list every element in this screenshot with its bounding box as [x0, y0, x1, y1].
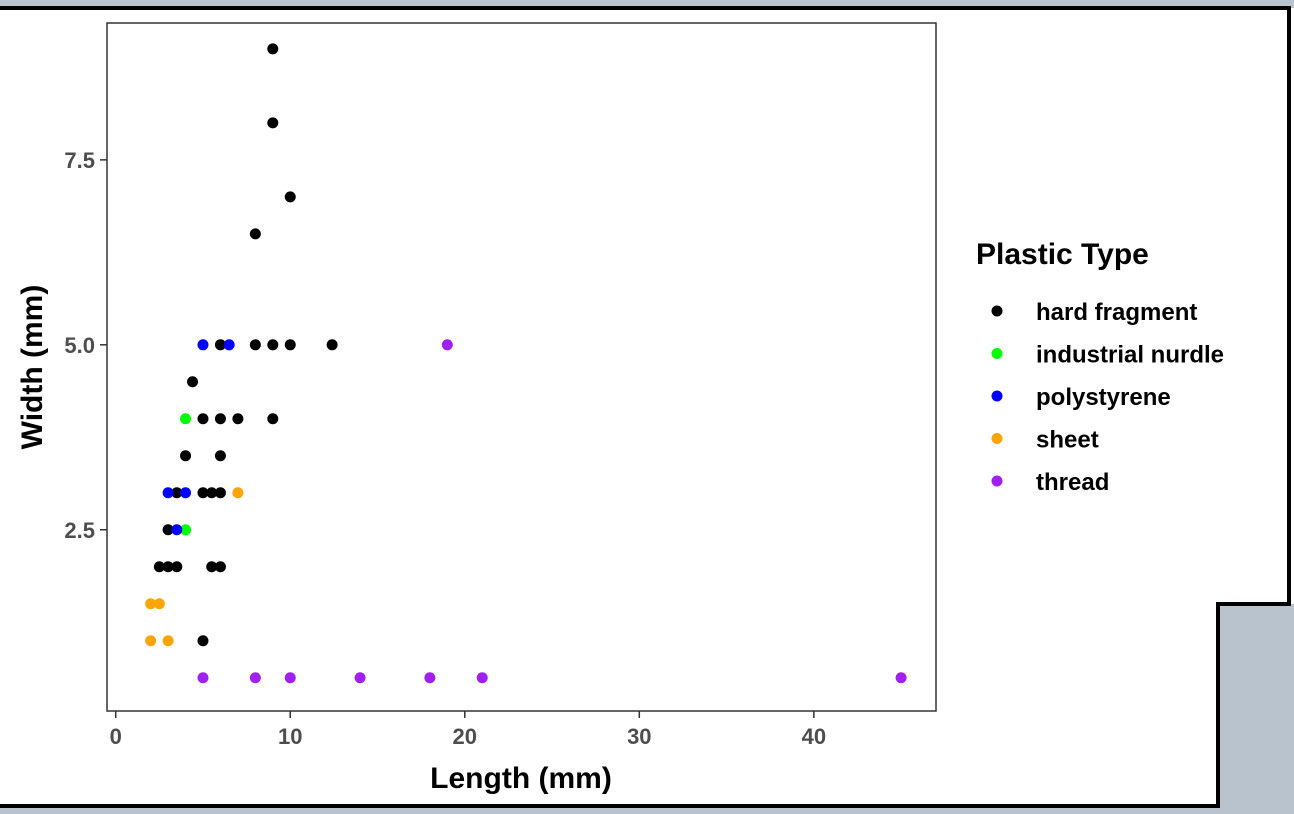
point-polystyrene: [171, 524, 183, 536]
point-hard-fragment: [214, 561, 226, 573]
point-polystyrene: [197, 339, 209, 351]
plot-panel: [106, 22, 937, 712]
point-hard-fragment: [171, 561, 183, 573]
legend-key-thread: [991, 475, 1003, 487]
x-axis-title: Length (mm): [430, 762, 612, 795]
point-hard-fragment: [267, 43, 279, 55]
x-tick-label: 10: [278, 724, 302, 749]
x-tick-label: 30: [627, 724, 651, 749]
point-industrial-nurdle: [180, 524, 192, 536]
point-hard-fragment: [214, 413, 226, 425]
legend: Plastic Type hard fragment industrial nur…: [976, 238, 1224, 496]
point-hard-fragment: [153, 561, 165, 573]
point-hard-fragment: [214, 487, 226, 499]
point-sheet: [162, 635, 174, 647]
y-tick-label: 7.5: [64, 148, 95, 173]
x-tick-label: 20: [453, 724, 477, 749]
point-hard-fragment: [267, 117, 279, 129]
point-sheet: [153, 598, 165, 610]
point-hard-fragment: [162, 524, 174, 536]
legend-key-polystyrene: [991, 390, 1003, 402]
point-thread: [441, 339, 453, 351]
point-thread: [424, 672, 436, 684]
legend-label-sheet: sheet: [1036, 427, 1099, 454]
legend-key-hard-fragment: [991, 305, 1003, 317]
point-industrial-nurdle: [180, 413, 192, 425]
point-hard-fragment: [284, 339, 296, 351]
point-hard-fragment: [214, 450, 226, 462]
point-sheet: [145, 635, 157, 647]
point-thread: [284, 672, 296, 684]
x-tick-label: 0: [110, 724, 122, 749]
legend-label-polystyrene: polystyrene: [1036, 384, 1171, 411]
point-thread: [249, 672, 261, 684]
point-hard-fragment: [197, 635, 209, 647]
point-thread: [354, 672, 366, 684]
canvas-border: [0, 6, 1291, 808]
point-hard-fragment: [284, 191, 296, 203]
point-hard-fragment: [162, 561, 174, 573]
point-hard-fragment: [249, 339, 261, 351]
point-hard-fragment: [267, 339, 279, 351]
point-hard-fragment: [197, 413, 209, 425]
y-tick-label: 2.5: [64, 518, 95, 543]
y-axis-title: Width (mm): [16, 285, 49, 450]
point-thread: [895, 672, 907, 684]
point-hard-fragment: [206, 487, 218, 499]
legend-label-hard-fragment: hard fragment: [1036, 299, 1197, 326]
point-thread: [197, 672, 209, 684]
legend-key-sheet: [991, 433, 1003, 444]
point-hard-fragment: [197, 487, 209, 499]
point-hard-fragment: [232, 413, 244, 425]
legend-key-industrial-nurdle: [991, 348, 1003, 359]
point-hard-fragment: [249, 228, 261, 240]
point-thread: [476, 672, 488, 684]
point-hard-fragment: [171, 487, 183, 499]
y-tick-label: 5.0: [64, 333, 95, 358]
point-polystyrene: [223, 339, 235, 351]
point-hard-fragment: [187, 376, 199, 388]
point-hard-fragment: [180, 450, 192, 462]
y-axis: 2.5 5.0 7.5: [64, 148, 107, 543]
x-axis: 0 10 20 30 40: [110, 711, 826, 749]
point-sheet: [232, 487, 244, 499]
legend-label-industrial-nurdle: industrial nurdle: [1036, 342, 1224, 369]
legend-label-thread: thread: [1036, 469, 1109, 496]
point-hard-fragment: [206, 561, 218, 573]
legend-title: Plastic Type: [976, 238, 1149, 271]
point-hard-fragment: [267, 413, 279, 425]
data-points: [145, 43, 907, 684]
point-hard-fragment: [326, 339, 338, 351]
point-sheet: [145, 598, 157, 610]
point-hard-fragment: [214, 339, 226, 351]
x-tick-label: 40: [802, 724, 826, 749]
point-polystyrene: [180, 487, 192, 499]
point-polystyrene: [162, 487, 174, 499]
